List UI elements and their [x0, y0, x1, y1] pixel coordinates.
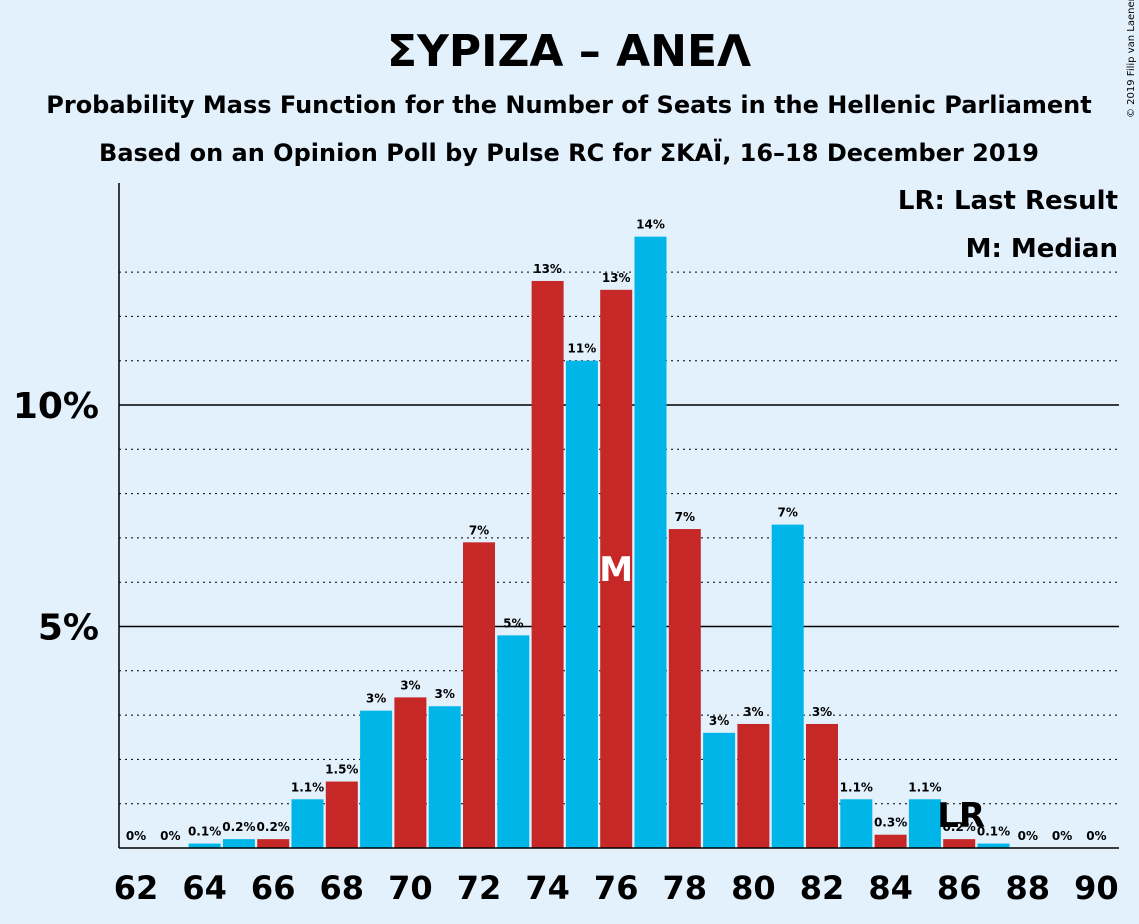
value-label-62: 0%: [126, 829, 146, 843]
bar-66: [257, 839, 290, 848]
value-label-80: 3%: [743, 705, 763, 719]
value-label-87: 0.1%: [977, 825, 1010, 839]
bar-81: [771, 524, 804, 848]
bars: [188, 236, 1010, 849]
value-label-75: 11%: [568, 342, 597, 356]
value-label-89: 0%: [1052, 829, 1072, 843]
y-tick-5: 5%: [38, 608, 99, 649]
bar-68: [325, 781, 358, 848]
value-label-74: 13%: [533, 262, 562, 276]
bar-74: [531, 280, 564, 849]
bar-65: [222, 839, 255, 848]
value-label-83: 1.1%: [840, 780, 873, 794]
value-label-65: 0.2%: [222, 820, 255, 834]
x-tick-64: 64: [182, 869, 227, 907]
x-tick-70: 70: [388, 869, 433, 907]
value-label-67: 1.1%: [291, 780, 324, 794]
x-tick-88: 88: [1006, 869, 1051, 907]
x-tick-86: 86: [937, 869, 982, 907]
value-label-77: 14%: [636, 218, 665, 232]
x-tick-76: 76: [594, 869, 639, 907]
value-label-73: 5%: [503, 616, 523, 630]
legend-last-result: LR: Last Result: [898, 186, 1118, 216]
bar-73: [497, 635, 530, 848]
x-tick-90: 90: [1074, 869, 1119, 907]
value-label-86: 0.2%: [943, 820, 976, 834]
bar-75: [565, 360, 598, 848]
value-label-69: 3%: [366, 692, 386, 706]
last-result-marker: LR: [937, 796, 985, 836]
chart-subtitle-poll: Based on an Opinion Poll by Pulse RC for…: [99, 138, 1039, 167]
x-tick-84: 84: [868, 869, 913, 907]
value-label-90: 0%: [1086, 829, 1106, 843]
x-ticks: 62 64 66 68 70 72 74 76 78 80 82 84 86 88 90: [114, 869, 1119, 907]
value-label-70: 3%: [400, 678, 420, 692]
value-label-88: 0%: [1018, 829, 1038, 843]
bar-76: [600, 289, 633, 848]
bar-85: [908, 799, 941, 848]
bar-82: [806, 723, 838, 848]
value-labels: 0% 0% 0.1% 0.2% 0.2%1.1%1.5%3%3%3%7%5%13%11%…: [126, 218, 1107, 843]
bar-71: [428, 706, 461, 848]
chart-subtitle: Probability Mass Function for the Number…: [46, 91, 1091, 119]
x-tick-68: 68: [320, 869, 365, 907]
value-label-72: 7%: [469, 523, 489, 537]
bar-69: [360, 710, 393, 848]
x-tick-78: 78: [663, 869, 708, 907]
value-label-79: 3%: [709, 714, 729, 728]
bar-70: [394, 697, 427, 848]
value-label-78: 7%: [675, 510, 695, 524]
value-label-76: 13%: [602, 271, 631, 285]
x-tick-62: 62: [114, 869, 159, 907]
value-label-68: 1.5%: [325, 763, 358, 777]
chart-title: ΣΥΡΙΖΑ – ΑΝΕΛ: [387, 26, 751, 77]
value-label-71: 3%: [435, 687, 455, 701]
y-tick-10: 10%: [13, 386, 99, 427]
bar-83: [840, 799, 873, 848]
bar-78: [668, 529, 701, 848]
bar-80: [737, 723, 770, 848]
legend-median: M: Median: [966, 234, 1118, 264]
x-tick-72: 72: [457, 869, 502, 907]
value-label-81: 7%: [778, 506, 798, 520]
value-label-66: 0.2%: [257, 820, 290, 834]
markers: M LR: [599, 550, 985, 836]
bar-64: [188, 843, 221, 848]
bar-87: [977, 843, 1010, 848]
y-ticks: 5% 10%: [13, 386, 99, 649]
x-tick-82: 82: [800, 869, 845, 907]
bar-67: [291, 799, 324, 848]
bar-72: [463, 542, 495, 848]
copyright-note: © 2019 Filip van Laenen: [1126, 0, 1137, 118]
x-tick-80: 80: [731, 869, 776, 907]
bar-77: [634, 236, 667, 848]
value-label-64: 0.1%: [188, 825, 221, 839]
bar-84: [874, 834, 907, 848]
bar-79: [703, 732, 736, 848]
x-tick-74: 74: [525, 869, 570, 907]
value-label-84: 0.3%: [874, 816, 907, 830]
median-marker: M: [599, 550, 633, 590]
bar-86: [943, 839, 976, 848]
x-tick-66: 66: [251, 869, 296, 907]
value-label-85: 1.1%: [908, 780, 941, 794]
value-label-63: 0%: [160, 829, 180, 843]
value-label-82: 3%: [812, 705, 832, 719]
